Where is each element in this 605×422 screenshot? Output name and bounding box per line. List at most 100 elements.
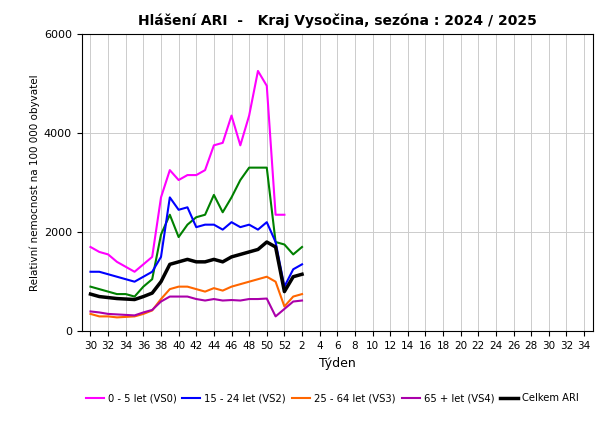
25 - 64 let (VS3) [157,297,165,302]
25 - 64 let (VS3) [140,311,147,316]
6 - 14 let (VS1) [105,289,112,294]
0 - 5 let (VS0) [228,113,235,118]
15 - 24 let (VS2) [122,277,129,282]
65 + let (VS4) [192,297,200,302]
Line: 15 - 24 let (VS2): 15 - 24 let (VS2) [91,197,302,287]
Line: 25 - 64 let (VS3): 25 - 64 let (VS3) [91,277,302,317]
0 - 5 let (VS0) [131,269,138,274]
65 + let (VS4) [96,310,103,315]
6 - 14 let (VS1) [166,212,174,217]
15 - 24 let (VS2) [140,274,147,279]
15 - 24 let (VS2) [113,274,120,279]
Celkem ARI [105,295,112,300]
25 - 64 let (VS3) [281,304,288,309]
Celkem ARI [96,294,103,299]
15 - 24 let (VS2) [228,219,235,225]
Line: 65 + let (VS4): 65 + let (VS4) [91,297,302,316]
Celkem ARI [298,272,306,277]
65 + let (VS4) [105,311,112,316]
65 + let (VS4) [298,298,306,303]
6 - 14 let (VS1) [184,222,191,227]
6 - 14 let (VS1) [281,242,288,247]
0 - 5 let (VS0) [149,254,156,260]
15 - 24 let (VS2) [105,272,112,277]
Celkem ARI [149,291,156,296]
25 - 64 let (VS3) [219,288,226,293]
65 + let (VS4) [201,298,209,303]
Celkem ARI [281,289,288,294]
6 - 14 let (VS1) [219,210,226,215]
6 - 14 let (VS1) [201,212,209,217]
0 - 5 let (VS0) [263,83,270,88]
0 - 5 let (VS0) [96,249,103,254]
15 - 24 let (VS2) [290,267,297,272]
25 - 64 let (VS3) [237,281,244,287]
25 - 64 let (VS3) [254,277,261,282]
25 - 64 let (VS3) [175,284,182,289]
15 - 24 let (VS2) [254,227,261,232]
6 - 14 let (VS1) [157,232,165,237]
65 + let (VS4) [113,312,120,317]
6 - 14 let (VS1) [211,192,218,197]
6 - 14 let (VS1) [140,284,147,289]
Celkem ARI [122,297,129,302]
65 + let (VS4) [281,306,288,311]
25 - 64 let (VS3) [246,279,253,284]
0 - 5 let (VS0) [122,264,129,269]
Line: Celkem ARI: Celkem ARI [91,242,302,300]
Celkem ARI [228,254,235,260]
Celkem ARI [272,244,280,249]
15 - 24 let (VS2) [219,227,226,232]
25 - 64 let (VS3) [113,315,120,320]
15 - 24 let (VS2) [211,222,218,227]
0 - 5 let (VS0) [211,143,218,148]
6 - 14 let (VS1) [122,292,129,297]
Y-axis label: Relativní nemocnost na 100 000 obyvatel: Relativní nemocnost na 100 000 obyvatel [29,74,40,291]
25 - 64 let (VS3) [184,284,191,289]
Celkem ARI [140,294,147,299]
Celkem ARI [237,252,244,257]
65 + let (VS4) [228,298,235,303]
6 - 14 let (VS1) [113,292,120,297]
0 - 5 let (VS0) [113,259,120,264]
Title: Hlášení ARI  -   Kraj Vysočina, sezóna : 2024 / 2025: Hlášení ARI - Kraj Vysočina, sezóna : 20… [138,14,537,28]
0 - 5 let (VS0) [201,168,209,173]
15 - 24 let (VS2) [87,269,94,274]
Celkem ARI [157,279,165,284]
15 - 24 let (VS2) [149,269,156,274]
Celkem ARI [87,292,94,297]
Celkem ARI [219,259,226,264]
6 - 14 let (VS1) [192,215,200,220]
15 - 24 let (VS2) [281,284,288,289]
25 - 64 let (VS3) [96,314,103,319]
0 - 5 let (VS0) [140,262,147,267]
25 - 64 let (VS3) [105,314,112,319]
0 - 5 let (VS0) [219,140,226,145]
6 - 14 let (VS1) [290,252,297,257]
0 - 5 let (VS0) [105,252,112,257]
6 - 14 let (VS1) [228,195,235,200]
6 - 14 let (VS1) [149,277,156,282]
65 + let (VS4) [272,314,280,319]
25 - 64 let (VS3) [211,286,218,291]
25 - 64 let (VS3) [87,311,94,316]
15 - 24 let (VS2) [184,205,191,210]
Celkem ARI [211,257,218,262]
65 + let (VS4) [211,297,218,302]
0 - 5 let (VS0) [254,68,261,73]
0 - 5 let (VS0) [192,173,200,178]
65 + let (VS4) [131,313,138,318]
Celkem ARI [131,297,138,302]
Celkem ARI [113,296,120,301]
15 - 24 let (VS2) [201,222,209,227]
15 - 24 let (VS2) [272,239,280,244]
25 - 64 let (VS3) [122,314,129,319]
Celkem ARI [166,262,174,267]
25 - 64 let (VS3) [201,289,209,294]
6 - 14 let (VS1) [254,165,261,170]
6 - 14 let (VS1) [246,165,253,170]
65 + let (VS4) [157,299,165,304]
15 - 24 let (VS2) [175,207,182,212]
65 + let (VS4) [140,310,147,315]
25 - 64 let (VS3) [149,308,156,313]
